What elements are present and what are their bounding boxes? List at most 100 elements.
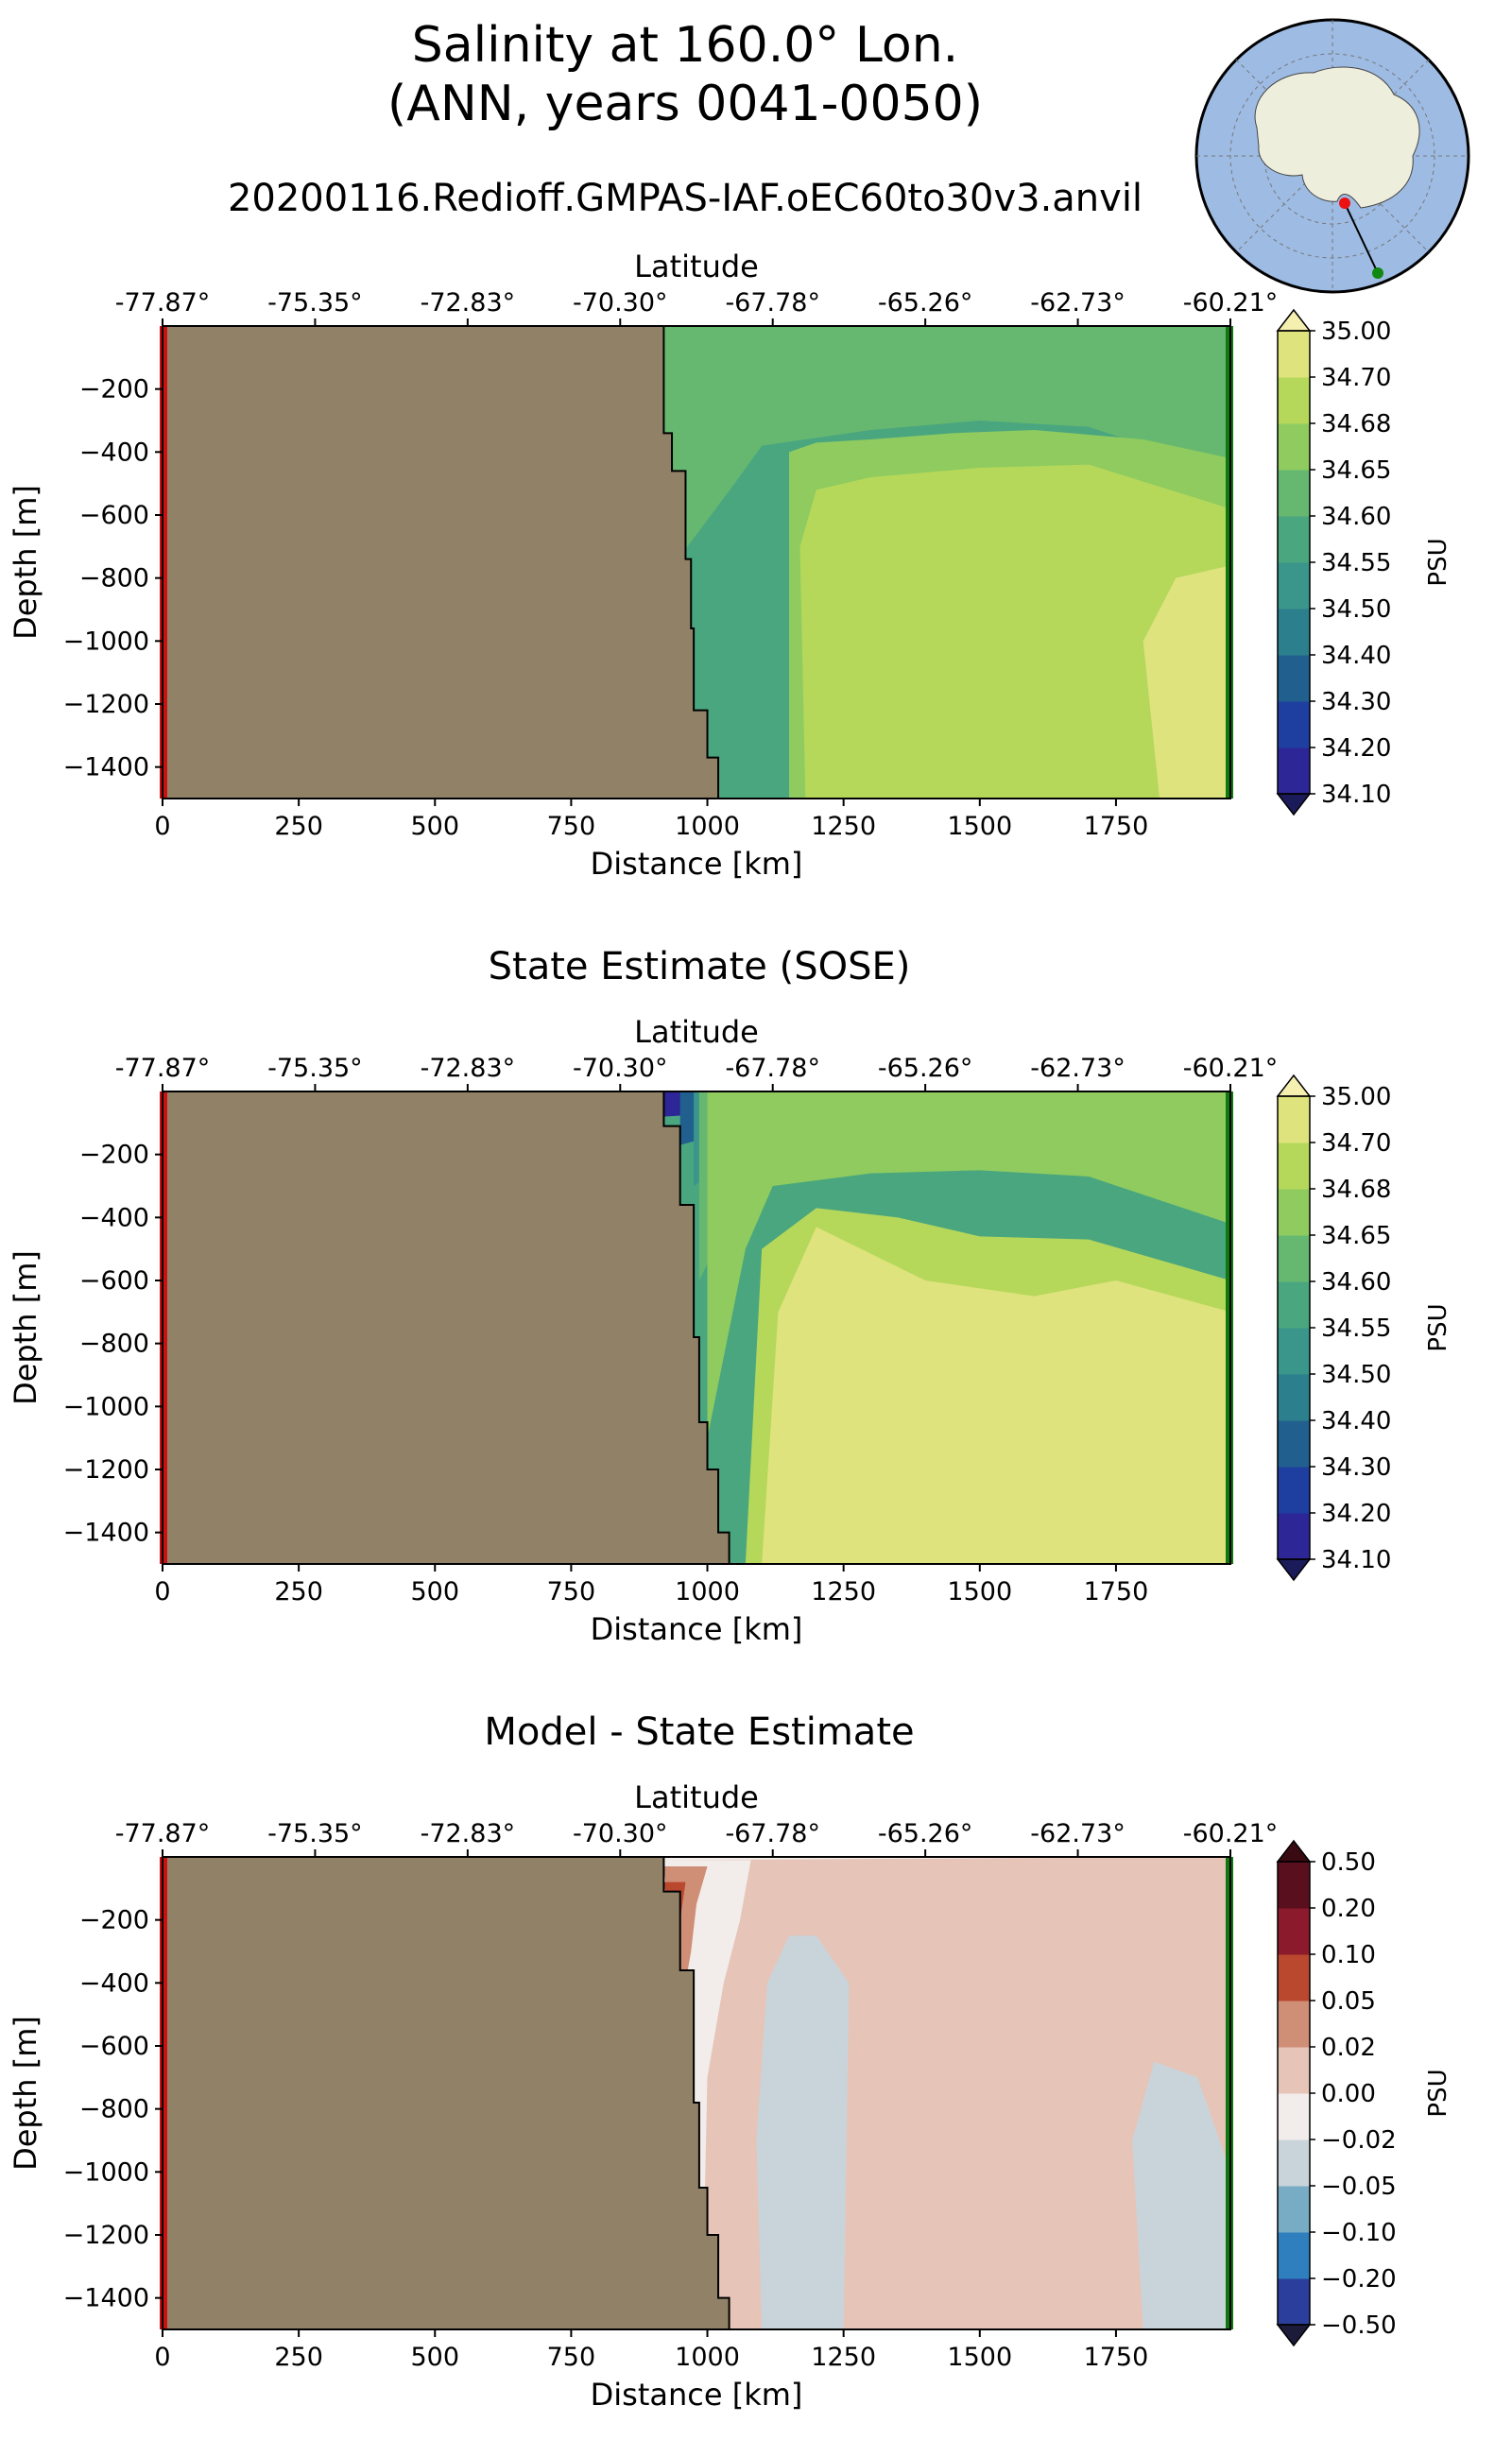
- x-tick-label: 250: [274, 812, 323, 841]
- colorbar-segment: [1278, 1189, 1310, 1236]
- lat-tick-label: -72.83°: [421, 1819, 516, 1848]
- colorbar-tick-label: 34.40: [1321, 1407, 1391, 1435]
- x-tick-label: 1750: [1084, 812, 1149, 841]
- colorbar-tick-label: 0.05: [1321, 1987, 1376, 2016]
- x-tick-label: 1250: [811, 812, 876, 841]
- colorbar-segment: [1278, 1420, 1310, 1468]
- y-tick-label: −600: [79, 2032, 149, 2061]
- colorbar-tick-label: 35.00: [1321, 1083, 1391, 1111]
- x-tick-label: 0: [154, 2343, 170, 2372]
- colorbar-segment: [1278, 2232, 1310, 2279]
- lat-tick-label: -60.21°: [1183, 1054, 1279, 1083]
- colorbar-segment: [1278, 1143, 1310, 1190]
- lat-tick-label: -72.83°: [421, 288, 516, 318]
- y-tick-label: −400: [79, 1968, 149, 1998]
- y-tick-label: −1200: [63, 690, 149, 719]
- colorbar-tick-label: 0.20: [1321, 1895, 1376, 1923]
- y-tick-label: −600: [79, 501, 149, 530]
- colorbar-tick-label: 34.50: [1321, 1361, 1391, 1389]
- x-tick-label: 750: [547, 1577, 596, 1606]
- x-tick-label: 1250: [811, 1577, 876, 1606]
- lat-tick-label: -65.26°: [878, 1054, 973, 1083]
- colorbar-segment: [1278, 2001, 1310, 2048]
- colorbar-segment: [1278, 1513, 1310, 1560]
- lat-tick-label: -70.30°: [573, 1054, 668, 1083]
- colorbar-tick-label: 35.00: [1321, 318, 1391, 346]
- plot-frame: [162, 1091, 1231, 1565]
- section-end-marker: [1372, 267, 1383, 279]
- x-tick-label: 1000: [675, 1577, 740, 1606]
- colorbar-tick-label: 0.50: [1321, 1848, 1376, 1877]
- colorbar-tick-label: 34.60: [1321, 503, 1391, 531]
- colorbar-tick-label: 34.10: [1321, 781, 1391, 809]
- y-tick-label: −400: [79, 438, 149, 467]
- x-tick-label: 1750: [1084, 2343, 1149, 2372]
- y-tick-label: −1200: [63, 1455, 149, 1485]
- colorbar-segment: [1278, 2139, 1310, 2187]
- run-name-subtitle: 20200116.Redioff.GMPAS-IAF.oEC60to30v3.a…: [227, 177, 1143, 220]
- y-tick-label: −1000: [63, 1392, 149, 1421]
- antarctica-land: [1254, 66, 1420, 209]
- plot-frame: [162, 1856, 1231, 2330]
- colorbar-segment: [1278, 2093, 1310, 2140]
- y-tick-label: −200: [79, 375, 149, 404]
- x-axis-label: Distance [km]: [591, 2377, 803, 2413]
- colorbar-segment: [1278, 423, 1310, 471]
- lat-tick-label: -67.78°: [725, 1819, 820, 1848]
- colorbar-tick-label: 34.30: [1321, 1453, 1391, 1482]
- colorbar-under-arrow: [1276, 1558, 1312, 1582]
- lat-tick-label: -75.35°: [267, 1054, 363, 1083]
- colorbar-segment: [1278, 609, 1310, 656]
- colorbar-tick-label: 34.30: [1321, 688, 1391, 716]
- colorbar-over-arrow: [1276, 308, 1312, 332]
- x-tick-label: 1500: [947, 1577, 1012, 1606]
- contour-band: [762, 1091, 1230, 1564]
- colorbar-tick-label: 34.20: [1321, 1500, 1391, 1528]
- colorbar-segment: [1278, 2186, 1310, 2233]
- contour-band: [1143, 326, 1230, 799]
- lat-tick-label: -77.87°: [115, 288, 211, 318]
- contour-band: [707, 1091, 1230, 1438]
- lat-tick-label: -60.21°: [1183, 288, 1279, 318]
- colorbar-segment: [1278, 1467, 1310, 1514]
- y-tick-label: −600: [79, 1266, 149, 1296]
- inset-locator-map: [1194, 18, 1470, 294]
- colorbar-segment: [1278, 1235, 1310, 1282]
- x-tick-label: 1250: [811, 2343, 876, 2372]
- lat-tick-label: -75.35°: [267, 1819, 363, 1848]
- lat-tick-label: -65.26°: [878, 288, 973, 318]
- colorbar-under-arrow: [1276, 2324, 1312, 2347]
- lat-tick-label: -75.35°: [267, 288, 363, 318]
- colorbar-over-arrow: [1276, 1839, 1312, 1863]
- x-tick-label: 1750: [1084, 1577, 1149, 1606]
- y-tick-label: −800: [79, 564, 149, 593]
- x-tick-label: 1000: [675, 2343, 740, 2372]
- section-line: [1344, 202, 1379, 274]
- colorbar-tick-label: 34.10: [1321, 1546, 1391, 1574]
- x-tick-label: 0: [154, 1577, 170, 1606]
- colorbar-segment: [1278, 516, 1310, 563]
- figure-title-line1: Salinity at 160.0° Lon.: [411, 17, 959, 74]
- colorbar-under-arrow: [1276, 793, 1312, 816]
- contour-band: [756, 1935, 850, 2329]
- y-tick-label: −1000: [63, 627, 149, 656]
- colorbar-segment: [1278, 1374, 1310, 1421]
- y-tick-label: −1000: [63, 2157, 149, 2187]
- x-tick-label: 250: [274, 2343, 323, 2372]
- colorbar-segment: [1278, 377, 1310, 424]
- y-tick-label: −200: [79, 1906, 149, 1935]
- colorbar-segment: [1278, 1096, 1310, 1143]
- colorbar-tick-label: 0.02: [1321, 2034, 1376, 2062]
- chart-panel-difference: 0 250 500 750 1000 1250 1500 1750 Distance [km] −…: [8, 1779, 1452, 2413]
- colorbar-segment: [1278, 1908, 1310, 1955]
- x-tick-label: 250: [274, 1577, 323, 1606]
- colorbar-segment: [1278, 2047, 1310, 2094]
- contour-band: [1132, 2061, 1230, 2329]
- colorbar-tick-label: 0.10: [1321, 1941, 1376, 1969]
- y-axis-label: Depth [m]: [8, 2016, 43, 2171]
- colorbar-label: PSU: [1424, 2069, 1452, 2117]
- lat-tick-label: -67.78°: [725, 1054, 820, 1083]
- y-tick-label: −800: [79, 2095, 149, 2124]
- colorbar-tick-label: 34.70: [1321, 364, 1391, 392]
- x-tick-label: 750: [547, 812, 596, 841]
